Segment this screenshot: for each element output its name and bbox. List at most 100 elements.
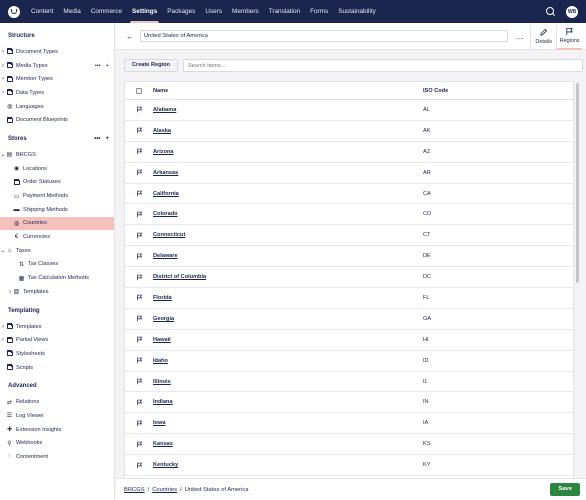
sidebar-item-store-templates[interactable]: › ▧ Templates xyxy=(9,288,49,296)
region-name-link[interactable]: Indiana xyxy=(153,399,173,406)
add-icon[interactable]: + xyxy=(105,62,109,69)
add-icon[interactable]: + xyxy=(105,136,109,143)
nav-sustainability[interactable]: Sustainability xyxy=(338,8,376,15)
table-row[interactable]: Indiana IN xyxy=(125,392,573,414)
region-name-link[interactable]: Florida xyxy=(153,294,172,301)
sidebar-item-relations[interactable]: ⇄ Relations xyxy=(6,399,40,406)
table-row[interactable]: Illinois IL xyxy=(125,372,573,393)
user-avatar[interactable]: WB xyxy=(566,5,578,18)
scrollbar[interactable] xyxy=(576,81,580,500)
column-header-iso[interactable]: ISO Code xyxy=(423,87,449,94)
nav-users[interactable]: Users xyxy=(205,8,223,15)
sidebar-item-countries[interactable]: ◍ Countries xyxy=(0,216,114,231)
column-header-name[interactable]: Name xyxy=(153,87,169,94)
sidebar-item-tax-classes[interactable]: ⇅ Tax Classes xyxy=(18,261,59,268)
table-row[interactable]: Connecticut CT xyxy=(125,225,573,247)
nav-media[interactable]: Media xyxy=(63,8,81,15)
table-row[interactable]: Colorado CO xyxy=(125,204,573,226)
sidebar-item-media-types[interactable]: › Media Types ••• + xyxy=(2,62,109,69)
sidebar-item-log-viewer[interactable]: ☰ Log Viewer xyxy=(6,412,44,420)
table-row[interactable]: Iowa IA xyxy=(125,413,573,435)
sidebar-item-member-types[interactable]: › Member Types xyxy=(2,75,53,83)
sidebar-item-templates[interactable]: › Templates xyxy=(2,323,42,330)
sidebar-item-partial-views[interactable]: › Partial Views xyxy=(2,336,49,344)
create-region-button[interactable]: Create Region xyxy=(124,59,178,72)
chevron-right-icon[interactable]: › xyxy=(2,62,4,69)
region-name-link[interactable]: Connecticut xyxy=(153,232,186,239)
nav-forms[interactable]: Forms xyxy=(310,8,329,15)
sidebar-item-contentment[interactable]: ◌ Contentment xyxy=(7,454,49,461)
table-row[interactable]: Alabama AL xyxy=(125,100,573,121)
table-row[interactable]: District of Columbia DC xyxy=(125,267,573,289)
region-name-link[interactable]: Hawaii xyxy=(153,336,171,343)
table-row[interactable]: Arizona AZ xyxy=(125,142,573,163)
search-input[interactable] xyxy=(182,59,583,72)
sidebar-item-data-types[interactable]: › Data Types xyxy=(2,89,45,96)
sidebar-item-document-types[interactable]: › Document Types xyxy=(2,48,58,55)
table-row[interactable]: Florida FL xyxy=(125,288,573,309)
sidebar-item-stylesheets[interactable]: Stylesheets xyxy=(0,347,114,361)
chevron-right-icon[interactable]: › xyxy=(2,323,4,330)
sidebar-item-languages[interactable]: ◍ Languages xyxy=(6,103,44,111)
nav-settings[interactable]: Settings xyxy=(127,0,162,23)
sidebar-item-locations[interactable]: ◉ Locations xyxy=(13,165,47,173)
chevron-down-icon[interactable]: ⌄ xyxy=(0,152,6,159)
table-row[interactable]: Alaska AK xyxy=(125,121,573,142)
sidebar-item-scripts[interactable]: Scripts xyxy=(0,361,114,375)
select-all-checkbox[interactable] xyxy=(136,87,142,94)
region-name-link[interactable]: Delaware xyxy=(153,253,178,260)
nav-content[interactable]: Content xyxy=(31,8,54,15)
sidebar-item-document-blueprints[interactable]: Document Blueprints xyxy=(0,113,114,127)
table-row[interactable]: Kansas KS xyxy=(125,434,573,456)
region-name-link[interactable]: Iowa xyxy=(153,420,166,427)
sidebar-item-webhooks[interactable]: ⚲ Webhooks xyxy=(7,440,43,447)
region-name-link[interactable]: Illinois xyxy=(153,378,171,385)
chevron-right-icon[interactable]: › xyxy=(2,337,4,344)
nav-members[interactable]: Members xyxy=(232,8,259,15)
region-name-link[interactable]: Alabama xyxy=(153,106,177,113)
region-name-link[interactable]: District of Columbia xyxy=(153,274,207,281)
nav-translation[interactable]: Translation xyxy=(268,8,301,15)
umbraco-logo-icon[interactable] xyxy=(8,5,20,18)
breadcrumb-countries[interactable]: Countries xyxy=(152,486,178,493)
table-row[interactable]: Georgia GA xyxy=(125,309,573,330)
table-row[interactable]: California CA xyxy=(125,184,573,205)
back-arrow-icon[interactable]: ← xyxy=(126,31,134,41)
region-name-link[interactable]: California xyxy=(153,190,179,197)
sidebar-item-brcgs[interactable]: ⌄ ▤ BRCGS xyxy=(0,151,36,159)
sidebar-item-tax-calculation-methods[interactable]: ▦ Tax Calculation Methods xyxy=(18,275,89,282)
chevron-right-icon[interactable]: › xyxy=(9,288,11,295)
more-actions-icon[interactable]: ••• xyxy=(94,62,101,69)
sidebar-item-shipping-methods[interactable]: ▬ Shipping Methods xyxy=(13,206,68,213)
chevron-right-icon[interactable]: › xyxy=(2,76,4,83)
tab-details[interactable]: Details xyxy=(530,22,556,50)
region-name-link[interactable]: Kentucky xyxy=(153,462,179,469)
region-name-link[interactable]: Arizona xyxy=(153,148,174,155)
scrollbar-thumb[interactable] xyxy=(576,83,579,283)
save-button[interactable]: Save xyxy=(550,483,580,496)
region-name-link[interactable]: Idaho xyxy=(153,357,168,364)
table-row[interactable]: Delaware DE xyxy=(125,246,573,268)
breadcrumb-store[interactable]: BRCGS xyxy=(124,486,145,493)
table-row[interactable]: Hawaii HI xyxy=(125,330,573,351)
nav-packages[interactable]: Packages xyxy=(167,8,196,15)
sidebar-item-taxes[interactable]: ⌄ ⌂ Taxes xyxy=(0,247,31,255)
region-name-link[interactable]: Alaska xyxy=(153,127,172,134)
search-icon[interactable] xyxy=(546,6,556,17)
chevron-right-icon[interactable]: › xyxy=(2,89,4,96)
chevron-down-icon[interactable]: ⌄ xyxy=(0,248,6,255)
region-name-link[interactable]: Kansas xyxy=(153,441,173,448)
region-name-link[interactable]: Arkansas xyxy=(153,169,179,176)
tab-regions[interactable]: Regions xyxy=(556,22,583,50)
more-actions-icon[interactable]: ... xyxy=(516,31,525,41)
sidebar-item-order-statuses[interactable]: Order Statuses xyxy=(0,176,114,190)
region-name-link[interactable]: Colorado xyxy=(153,211,178,218)
sidebar-item-currencies[interactable]: € Currencies xyxy=(14,234,51,241)
nav-commerce[interactable]: Commerce xyxy=(90,8,123,15)
table-row[interactable]: Arkansas AR xyxy=(125,163,573,184)
country-name-input[interactable] xyxy=(140,30,508,42)
sidebar-item-payment-methods[interactable]: ▭ Payment Methods xyxy=(13,193,69,200)
table-row[interactable]: Kentucky KY xyxy=(125,455,573,477)
sidebar-item-extension-insights[interactable]: ✚ Extension Insights xyxy=(6,426,62,434)
more-actions-icon[interactable]: ••• xyxy=(94,136,101,143)
